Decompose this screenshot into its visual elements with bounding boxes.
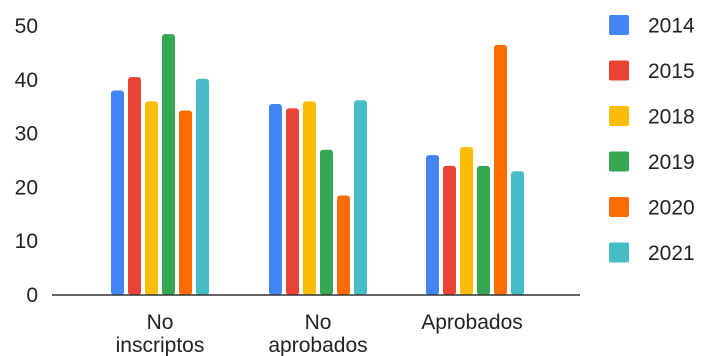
x-category-label: No: [305, 311, 332, 334]
bar-2015-1: [286, 108, 299, 296]
bar-2018-2: [460, 147, 473, 295]
bar-2018-0: [145, 101, 158, 295]
legend-item: 2014: [609, 15, 695, 38]
bars: [111, 34, 524, 296]
legend: 2014 2015 2018 2019 2020 2021: [609, 15, 695, 265]
legend-item: 2020: [609, 197, 695, 220]
bar-2014-0: [111, 90, 124, 295]
bar-2014-2: [426, 155, 439, 295]
legend-label: 2020: [648, 197, 695, 220]
x-category-label: No: [147, 311, 174, 334]
bar-2020-1: [337, 195, 350, 295]
y-tick-label: 50: [15, 15, 38, 38]
bar-2020-2: [494, 44, 507, 295]
y-tick-label: 20: [15, 176, 38, 199]
legend-item: 2015: [609, 60, 695, 83]
y-tick-label: 30: [15, 123, 38, 146]
legend-swatch: [609, 151, 629, 172]
legend-label: 2015: [648, 60, 695, 83]
y-tick-label: 0: [26, 284, 38, 307]
legend-item: 2019: [609, 151, 695, 174]
legend-label: 2018: [648, 106, 695, 129]
bar-2021-1: [354, 100, 367, 295]
y-tick-label: 40: [15, 69, 38, 92]
y-tick-label: 10: [15, 230, 38, 253]
legend-item: 2018: [609, 106, 695, 129]
bar-2015-2: [443, 165, 456, 295]
legend-label: 2014: [648, 15, 695, 38]
bar-2019-0: [162, 34, 175, 295]
y-axis: 0 10 20 30 40 50: [15, 15, 38, 307]
legend-label: 2019: [648, 151, 695, 174]
bar-2018-1: [303, 101, 316, 295]
bar-2021-0: [196, 78, 209, 295]
legend-label: 2021: [648, 242, 695, 265]
legend-swatch: [609, 15, 629, 35]
x-category-label: Aprobados: [421, 311, 523, 334]
bar-2019-1: [320, 149, 333, 295]
legend-swatch: [609, 197, 629, 217]
x-category-label: aprobados: [268, 334, 367, 356]
bar-2020-0: [179, 110, 192, 295]
x-category-label: inscriptos: [116, 334, 205, 356]
legend-item: 2021: [609, 242, 695, 265]
legend-swatch: [609, 242, 629, 263]
bar-2021-2: [511, 171, 524, 295]
bar-2019-2: [477, 165, 490, 295]
legend-swatch: [609, 60, 629, 81]
bar-2014-1: [269, 104, 282, 295]
bar-2015-0: [128, 77, 141, 295]
legend-swatch: [609, 106, 629, 126]
